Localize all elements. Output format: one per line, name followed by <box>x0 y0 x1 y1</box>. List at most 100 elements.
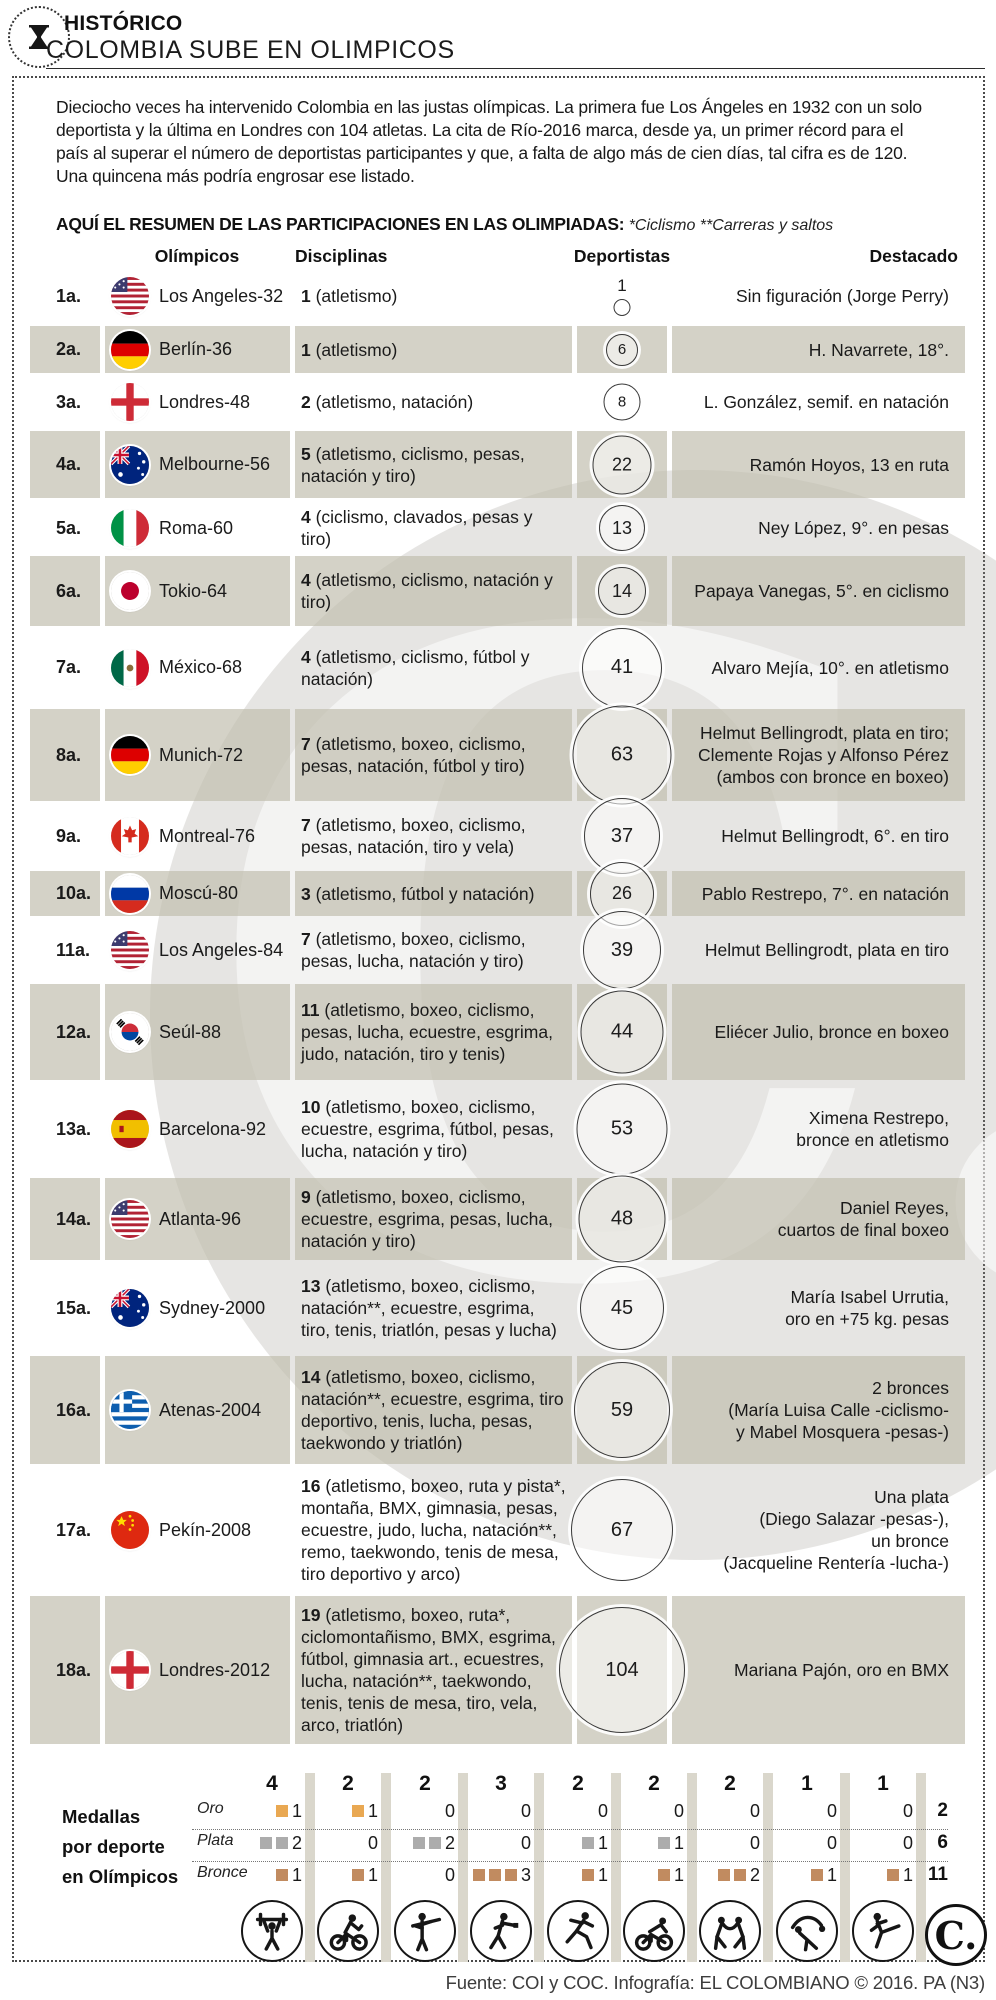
medal-count-cell: 0 <box>444 1864 455 1885</box>
disciplines-cell: 1 (atletismo) <box>301 286 398 306</box>
medal-square-plata <box>275 1837 288 1849</box>
olympics-cell: Melbourne-56 <box>105 431 290 498</box>
athletes-circle: 14 <box>598 567 646 615</box>
disciplines-cell: 7 (atletismo, boxeo, ciclismo, pesas, lu… <box>301 929 526 971</box>
athletes-cell: 37 <box>577 798 667 874</box>
olympics-cell: Sydney-2000 <box>105 1264 290 1352</box>
medal-count-cell: 0 <box>902 1832 913 1853</box>
athletes-cell: 48 <box>577 1175 667 1263</box>
medal-count-cell: 1 <box>745 1864 837 1886</box>
games-label: Montreal-76 <box>159 825 256 846</box>
athletes-cell: 8 <box>577 377 667 427</box>
column-header-destacado: Destacado <box>869 246 958 266</box>
medal-square-bronce <box>581 1869 594 1881</box>
flag-usa-icon <box>111 277 149 315</box>
summary-footnotes: *Ciclismo **Carreras y saltos <box>628 217 834 234</box>
highlight-cell: Papaya Vanegas, 5°. en ciclismo <box>672 556 965 626</box>
row-ordinal: 13a. <box>56 1118 92 1139</box>
medals-label-line: por deporte <box>62 1836 165 1857</box>
athletes-cell: 26 <box>577 861 667 926</box>
games-label: Londres-48 <box>159 391 251 412</box>
medal-square-bronce <box>733 1869 746 1881</box>
flag-australia-icon <box>111 445 149 484</box>
disciplines-cell: 16 (atletismo, boxeo, ruta y pista*, mon… <box>301 1476 566 1584</box>
athletes-cell: 44 <box>577 984 667 1080</box>
medal-square-plata <box>259 1837 272 1849</box>
games-label: Atenas-2004 <box>159 1399 262 1420</box>
sport-icon-lucha <box>699 1900 761 1962</box>
medal-count-cell: 1 <box>821 1864 913 1886</box>
olympics-cell: Los Angeles-84 <box>105 920 290 980</box>
highlight-cell: Alvaro Mejía, 10°. en atletismo <box>711 657 949 678</box>
games-label: Roma-60 <box>159 517 234 538</box>
flag-mexico-icon <box>111 648 149 687</box>
sport-icon-atletismo <box>547 1900 609 1962</box>
page-title: COLOMBIA SUBE EN OLIMPICOS <box>46 36 455 64</box>
medal-square-bronce <box>657 1869 670 1881</box>
disciplines-cell: 10 (atletismo, boxeo, ciclismo, ecuestre… <box>301 1097 554 1161</box>
table-row: 11a. Los Angeles-84 7 (atletismo, boxeo, c… <box>30 911 965 989</box>
sport-icon-ciclismo <box>623 1900 685 1962</box>
athletes-cell: 67 <box>571 1468 673 1592</box>
sport-total-medals: 1 <box>801 1772 813 1795</box>
medal-count-cell: 0 <box>520 1832 531 1853</box>
games-label: Melbourne-56 <box>159 454 271 474</box>
highlight-cell: Daniel Reyes, cuartos de final boxeo <box>672 1178 965 1260</box>
athletes-circle: 44 <box>580 990 664 1074</box>
athletes-circle: 63 <box>572 705 672 805</box>
column-separator <box>458 1773 468 1962</box>
olympics-cell: Seúl-88 <box>105 984 290 1080</box>
medal-square-plata <box>581 1837 594 1849</box>
medal-square-plata <box>428 1837 441 1849</box>
games-label: Los Angeles-84 <box>159 939 284 960</box>
medal-square-plata <box>657 1837 670 1849</box>
medal-square-bronce <box>275 1869 288 1881</box>
row-divider <box>192 1828 948 1830</box>
disciplines-cell: 19 (atletismo, boxeo, ruta*, ciclomontañ… <box>295 1596 572 1744</box>
games-label: Seúl-88 <box>159 1021 222 1042</box>
flag-japan-icon <box>111 572 149 610</box>
highlight-cell: Pablo Restrepo, 7°. en natación <box>672 871 965 916</box>
medal-count-cell: 3 <box>439 1864 531 1886</box>
medals-label-line: en Olímpicos <box>62 1866 179 1887</box>
olympics-cell: Pekín-2008 <box>105 1468 290 1592</box>
highlight-cell: Helmut Bellingrodt, plata en tiro <box>704 940 949 960</box>
medal-count-cell: 0 <box>367 1832 378 1853</box>
olympics-cell: Atlanta-96 <box>105 1178 290 1260</box>
row-ordinal: 9a. <box>56 825 82 846</box>
el-colombiano-logo: C. <box>925 1904 987 1966</box>
athletes-cell: 14 <box>577 556 667 626</box>
medal-square-plata <box>412 1837 425 1849</box>
table-row: 16a. Atenas-2004 14 (atletismo, boxeo, cic… <box>30 1356 965 1464</box>
intro-paragraph: Dieciocho veces ha intervenido Colombia … <box>56 97 922 186</box>
athletes-cell: 6 <box>577 326 667 373</box>
table-row: 3a. Londres-48 2 (atletismo, natación) 8 L. … <box>30 377 965 427</box>
highlight-cell: Ney López, 9°. en pesas <box>758 518 949 538</box>
row-ordinal: 10a. <box>30 871 100 916</box>
table-row: 18a. Londres-2012 19 (atletismo, boxeo, ru… <box>30 1596 965 1744</box>
row-ordinal: 17a. <box>56 1519 92 1540</box>
disciplines-cell: 9 (atletismo, boxeo, ciclismo, ecuestre,… <box>295 1178 572 1260</box>
medal-count-cell: 2 <box>363 1832 455 1854</box>
medal-count-cell: 2 <box>210 1832 302 1854</box>
flag-england-icon <box>111 383 149 421</box>
sport-total-medals: 3 <box>495 1772 507 1795</box>
kicker: HISTÓRICO <box>64 12 183 35</box>
highlight-cell: Mariana Pajón, oro en BMX <box>672 1596 965 1744</box>
athletes-cell: 13 <box>577 502 667 554</box>
medal-square-bronce <box>351 1869 364 1881</box>
sport-total-medals: 2 <box>419 1772 431 1795</box>
medals-label-line: Medallas <box>62 1806 141 1827</box>
olympics-cell: Barcelona-92 <box>105 1084 290 1174</box>
flag-usa-icon <box>111 931 149 969</box>
games-label: Munich-72 <box>159 744 244 765</box>
sport-icon-judo <box>776 1900 838 1962</box>
disciplines-cell: 4 (ciclismo, clavados, pesas y tiro) <box>301 507 533 549</box>
flag-china-icon <box>111 1511 149 1549</box>
disciplines-cell: 2 (atletismo, natación) <box>301 392 474 412</box>
row-ordinal: 8a. <box>30 709 100 801</box>
disciplines-cell: 7 (atletismo, boxeo, ciclismo, pesas, na… <box>301 815 526 857</box>
athletes-cell: 39 <box>577 911 667 989</box>
highlight-cell: Sin figuración (Jorge Perry) <box>736 286 949 306</box>
disciplines-cell: 13 (atletismo, boxeo, ciclismo, natación… <box>301 1276 557 1340</box>
